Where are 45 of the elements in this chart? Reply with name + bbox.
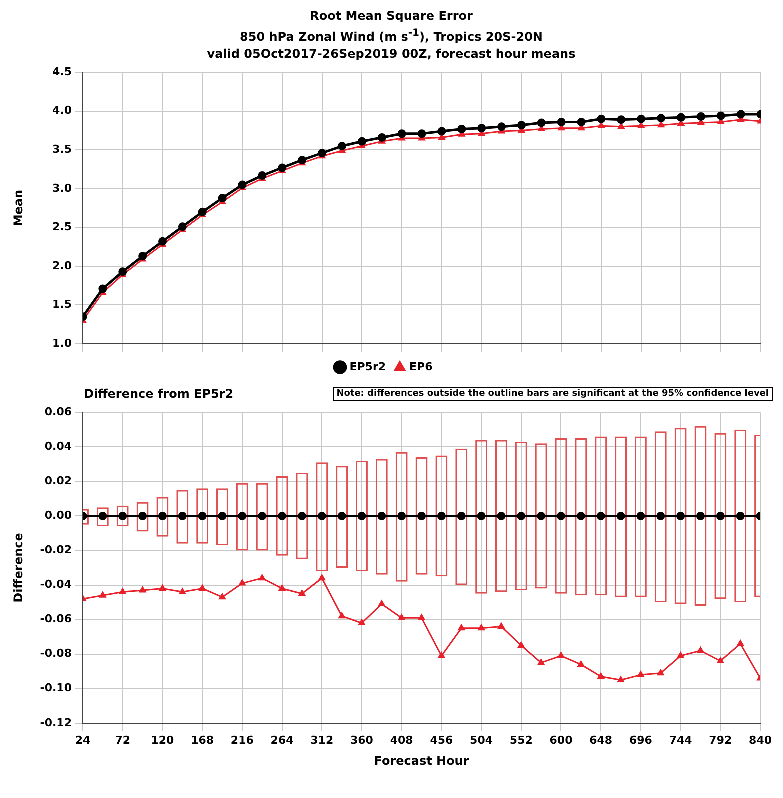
chart-subtitle: 850 hPa Zonal Wind (m s$^{-1}$), Tropics 20S-20N valid 05Oct2017-26Sep2019 00Z, forecast hour means bbox=[206, 27, 577, 63]
y-tick-label: 4.0 bbox=[52, 104, 72, 118]
x-tick-label: 312 bbox=[310, 734, 334, 747]
y-tick-label: 0.06 bbox=[44, 405, 72, 418]
x-tick-label: 168 bbox=[191, 734, 214, 747]
y-tick-label: 1.5 bbox=[52, 298, 72, 312]
legend-label: EP5r2 bbox=[350, 360, 386, 374]
x-tick-label: 264 bbox=[270, 734, 294, 747]
y-tick-label: 4.5 bbox=[52, 65, 72, 78]
x-tick-label: 744 bbox=[669, 734, 693, 747]
y-tick-label: -0.06 bbox=[40, 612, 72, 626]
x-tick-label: 360 bbox=[350, 734, 374, 747]
y-tick-label: 0.02 bbox=[44, 474, 72, 488]
x-tick-label: 24 bbox=[75, 734, 91, 747]
chart-title: Difference from EP5r2 bbox=[84, 387, 234, 401]
x-axis-title: Forecast Hour bbox=[374, 754, 470, 768]
x-tick-label: 792 bbox=[709, 734, 732, 747]
y-tick-label: -0.12 bbox=[40, 716, 72, 730]
y-tick-label: 2.0 bbox=[52, 259, 72, 272]
x-tick-label: 840 bbox=[749, 734, 772, 747]
y-tick-label: -0.10 bbox=[40, 682, 72, 695]
x-tick-label: 552 bbox=[510, 734, 533, 747]
x-tick-label: 120 bbox=[151, 734, 175, 747]
x-tick-label: 408 bbox=[390, 734, 414, 747]
legend-label: EP6 bbox=[410, 360, 434, 374]
x-tick-label: 456 bbox=[430, 734, 454, 747]
y-tick-label: 2.5 bbox=[52, 220, 72, 234]
x-tick-label: 72 bbox=[115, 734, 131, 747]
y-axis-title: Difference bbox=[11, 533, 26, 603]
y-tick-label: -0.04 bbox=[40, 578, 72, 592]
chart-title: Root Mean Square Error bbox=[309, 8, 474, 25]
x-tick-label: 504 bbox=[470, 734, 494, 747]
y-tick-label: -0.02 bbox=[40, 544, 72, 557]
y-tick-label: 3.0 bbox=[52, 182, 72, 195]
y-tick-label: 0.00 bbox=[44, 509, 72, 522]
y-tick-label: 3.5 bbox=[52, 143, 72, 156]
x-tick-label: 696 bbox=[629, 734, 653, 747]
x-tick-label: 600 bbox=[550, 734, 574, 747]
x-tick-label: 216 bbox=[230, 734, 254, 747]
y-tick-label: 0.04 bbox=[44, 440, 72, 453]
y-tick-label: 1.0 bbox=[52, 336, 72, 350]
x-tick-label: 648 bbox=[590, 734, 613, 747]
y-axis-title: Mean bbox=[11, 190, 26, 227]
y-tick-label: -0.08 bbox=[40, 647, 72, 660]
text: Note: differences outside the outline bars are significant at the 95% confidence level bbox=[332, 387, 773, 401]
